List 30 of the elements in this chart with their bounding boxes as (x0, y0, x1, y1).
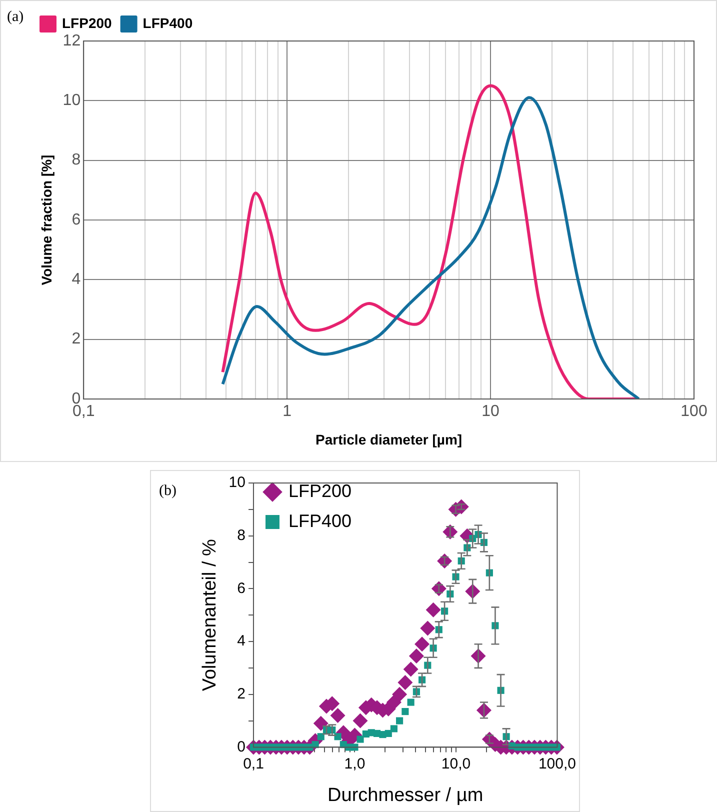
y-tick-label: 12 (62, 32, 81, 50)
y-tick-label: 4 (72, 271, 81, 288)
x-axis-title: Durchmesser / µm (328, 784, 484, 806)
y-tick-label: 8 (72, 152, 81, 169)
y-tick-label: 2 (237, 686, 246, 702)
y-tick-label: 4 (237, 632, 246, 650)
y-tick-label: 6 (72, 211, 81, 228)
x-tick-label: 0,1 (243, 755, 264, 772)
legend-label: LFP400 (142, 14, 193, 31)
text: (a) (7, 9, 24, 26)
y-tick-label: 2 (72, 330, 81, 348)
y-axis-title: Volume fraction [%] (38, 154, 54, 286)
x-tick-label: 10 (482, 403, 500, 420)
x-tick-label: 1,0 (344, 755, 366, 772)
legend-label: LFP400 (288, 510, 352, 531)
y-tick-label: 6 (237, 580, 246, 597)
x-tick-label: 1 (282, 403, 292, 420)
x-axis-title: Particle diameter [µm] (316, 431, 462, 448)
y-tick-label: 8 (237, 526, 246, 544)
y-axis-title: Volumenanteil / % (200, 538, 221, 692)
y-tick-label: 0 (237, 738, 246, 756)
text: (b) (159, 483, 176, 500)
y-tick-label: 10 (62, 92, 81, 110)
x-tick-label: 100 (680, 403, 708, 420)
x-tick-label: 100,0 (538, 755, 576, 772)
y-tick-label: 10 (228, 474, 246, 492)
legend-label: LFP200 (62, 14, 112, 31)
x-tick-label: 10,0 (441, 755, 471, 772)
x-tick-label: 0,1 (72, 403, 95, 420)
legend-label: LFP200 (288, 480, 352, 501)
